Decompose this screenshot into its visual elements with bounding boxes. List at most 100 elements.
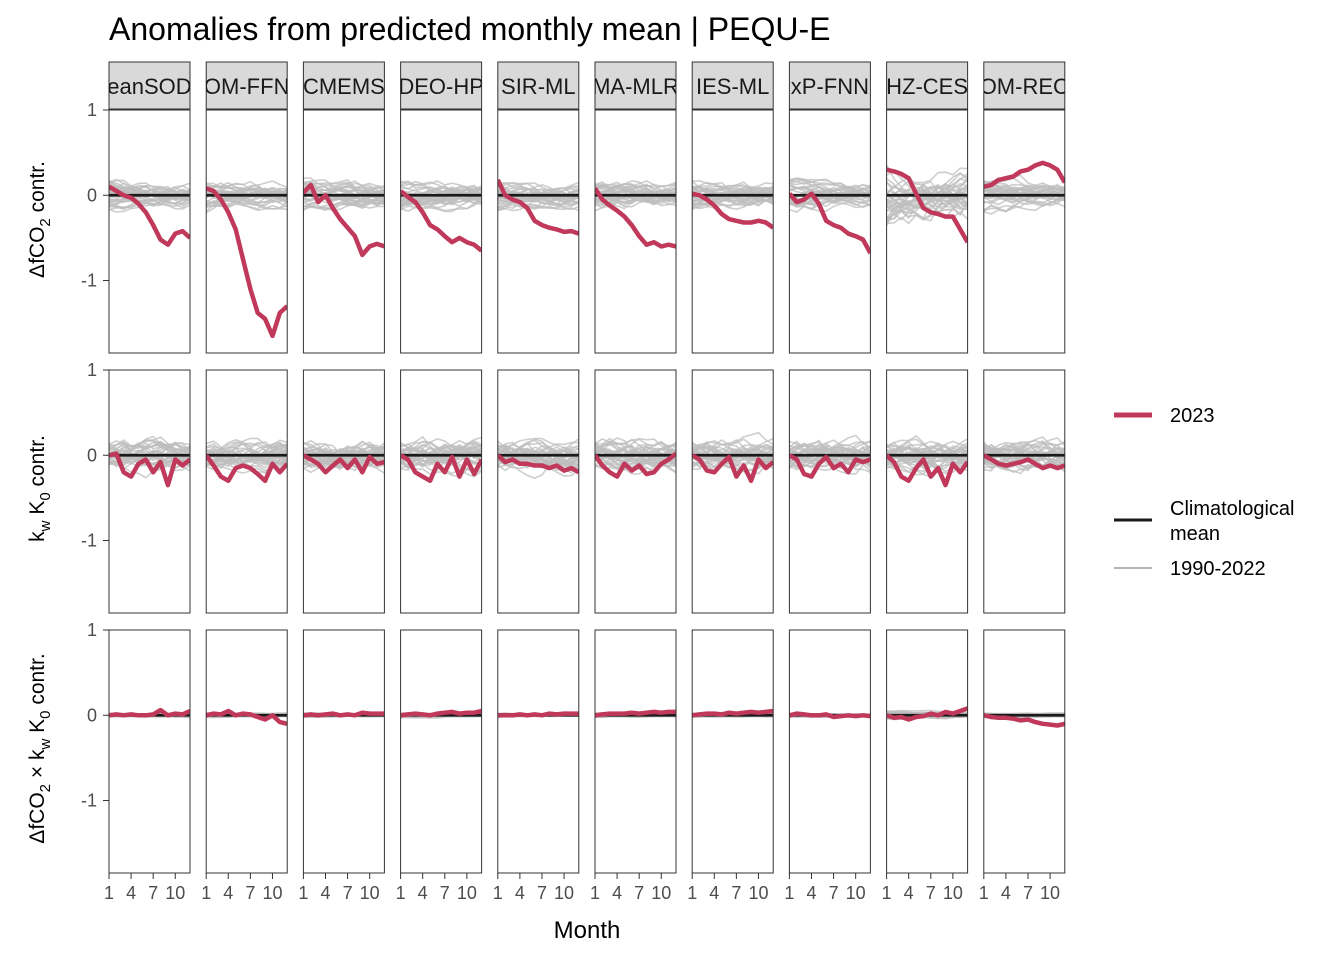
hist-line — [983, 183, 1065, 191]
strip-label: IES-ML — [696, 74, 769, 99]
y-tick-label: 0 — [87, 185, 97, 205]
hist-line — [400, 435, 482, 457]
x-tick-label: 1 — [882, 883, 892, 903]
panel-0-row-1 — [109, 435, 190, 488]
series-2023-line — [206, 708, 288, 726]
hist-line — [400, 180, 482, 195]
x-tick-label: 4 — [612, 883, 622, 903]
panel-border — [594, 629, 677, 874]
y-tick-label: 1 — [87, 620, 97, 640]
panel-border — [205, 109, 288, 354]
panel-border — [594, 109, 677, 354]
hist-line — [206, 201, 288, 213]
strip-8 — [886, 61, 969, 110]
hist-line — [886, 446, 968, 462]
panel-5-row-0 — [595, 180, 676, 249]
series-2023-line — [303, 182, 385, 258]
series-2023-line — [595, 451, 676, 479]
series-2023-line — [692, 191, 774, 230]
x-tick-label: 1 — [979, 883, 989, 903]
panel-0-row-0 — [109, 178, 190, 247]
panel-7-row-0 — [789, 177, 871, 255]
series-2023-line — [303, 710, 385, 718]
row-label-1: kw K0 contr. — [26, 435, 54, 542]
hist-line — [497, 439, 579, 458]
panel-4-row-2 — [497, 711, 579, 719]
panel-border — [497, 629, 580, 874]
panel-border — [108, 109, 191, 354]
series-2023-line — [109, 707, 190, 718]
strip-9 — [983, 61, 1066, 110]
hist-line — [109, 440, 190, 454]
hist-line — [303, 181, 385, 194]
hist-line — [692, 182, 774, 193]
strip-label: OM-REC — [980, 74, 1069, 99]
x-tick-label: 4 — [806, 883, 816, 903]
hist-line — [595, 437, 676, 465]
panel-border — [108, 629, 191, 874]
x-tick-label: 7 — [537, 883, 547, 903]
legend-label-hist: 1990-2022 — [1170, 558, 1266, 580]
series-2023-line — [886, 706, 968, 722]
hist-line — [886, 193, 968, 217]
x-tick-label: 1 — [687, 883, 697, 903]
hist-line — [789, 186, 871, 199]
series-2023-line — [497, 178, 579, 236]
series-2023-line — [497, 453, 579, 475]
panel-1-row-0 — [206, 180, 288, 339]
x-tick-label: 10 — [360, 883, 380, 903]
hist-line — [400, 450, 482, 468]
series-2023-line — [400, 453, 482, 484]
series-2023-line — [789, 711, 871, 720]
hist-line — [109, 441, 190, 456]
hist-line — [886, 445, 968, 464]
x-tick-label: 7 — [1023, 883, 1033, 903]
hist-line — [886, 173, 968, 206]
panel-border — [886, 369, 969, 614]
panel-border — [497, 369, 580, 614]
y-tick-label: 0 — [87, 705, 97, 725]
strip-label: CMEMS — [303, 74, 385, 99]
panel-border — [788, 629, 871, 874]
legend-label-clim: Climatological mean — [1170, 498, 1295, 545]
strip-1 — [205, 61, 288, 110]
series-2023-line — [983, 713, 1065, 728]
panel-border — [400, 629, 483, 874]
strip-7 — [788, 61, 871, 110]
row-label-0: ΔfCO2 contr. — [26, 161, 54, 278]
panel-border — [788, 369, 871, 614]
legend: 2023 Climatological mean 1990-2022 — [1114, 405, 1295, 580]
series-2023-line — [595, 709, 676, 718]
panel-border — [886, 629, 969, 874]
hist-line — [886, 185, 968, 223]
strip-label: OM-FFN — [204, 74, 290, 99]
hist-line — [789, 446, 871, 459]
panel-border — [983, 629, 1066, 874]
x-tick-label: 10 — [457, 883, 477, 903]
x-tick-label: 4 — [418, 883, 428, 903]
series-2023-line — [789, 191, 871, 255]
x-tick-label: 7 — [343, 883, 353, 903]
hist-line — [886, 464, 968, 478]
panel-border — [691, 109, 774, 354]
panel-4-row-1 — [497, 437, 579, 479]
panel-8-row-0 — [886, 164, 968, 244]
panel-border — [400, 109, 483, 354]
x-tick-label: 1 — [201, 883, 211, 903]
y-axes: -1 0 1 -1 0 1 -1 0 1 — [81, 100, 109, 811]
panel-6-row-2 — [692, 708, 774, 718]
x-tick-label: 7 — [731, 883, 741, 903]
strip-label: xP-FNN — [791, 74, 869, 99]
x-tick-label: 7 — [440, 883, 450, 903]
panel-border — [205, 369, 288, 614]
x-tick-label: 7 — [245, 883, 255, 903]
panel-2-row-1 — [303, 439, 385, 475]
series-2023-line — [206, 453, 288, 484]
x-tick-label: 4 — [1001, 883, 1011, 903]
series-2023-line — [983, 453, 1065, 471]
x-tick-label: 7 — [148, 883, 158, 903]
x-tick-label: 10 — [748, 883, 768, 903]
panel-border — [983, 369, 1066, 614]
hist-line — [692, 197, 774, 208]
